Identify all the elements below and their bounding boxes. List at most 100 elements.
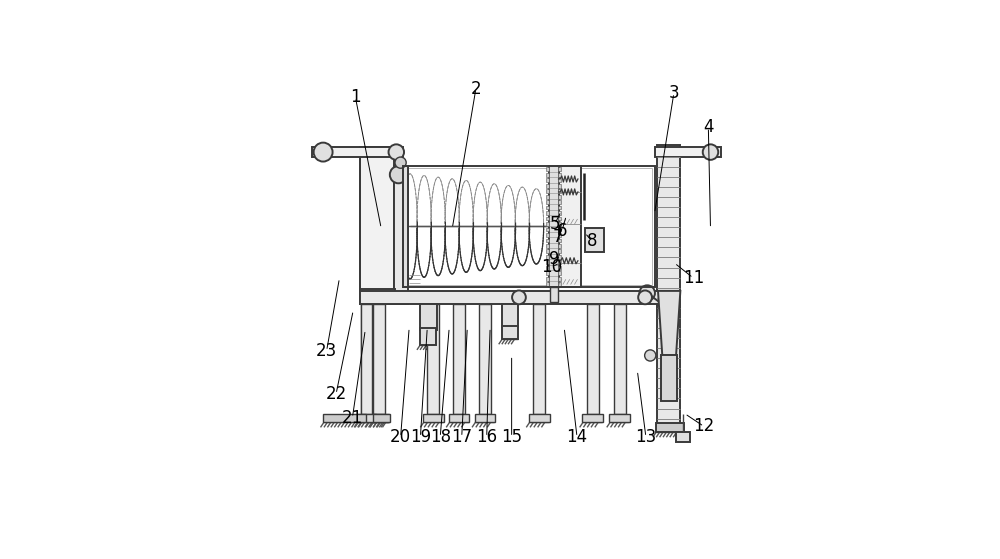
Bar <box>546 178 549 182</box>
Bar <box>546 260 549 264</box>
Bar <box>558 195 561 198</box>
Circle shape <box>314 143 333 162</box>
Bar <box>550 287 558 302</box>
Bar <box>558 239 561 243</box>
Text: 4: 4 <box>703 119 714 136</box>
Bar <box>558 211 561 215</box>
Bar <box>373 414 390 422</box>
Bar <box>360 289 395 304</box>
Bar <box>558 216 561 220</box>
Bar <box>558 184 561 188</box>
Bar <box>661 356 677 401</box>
Text: 16: 16 <box>476 428 497 446</box>
Bar <box>546 184 549 188</box>
Text: 6: 6 <box>557 221 567 240</box>
Bar <box>549 166 559 287</box>
Bar <box>558 244 561 248</box>
Bar <box>323 414 366 422</box>
Bar <box>546 255 549 259</box>
Bar <box>558 200 561 204</box>
Bar <box>582 414 603 422</box>
Bar <box>479 304 491 414</box>
Bar <box>558 233 561 237</box>
Bar <box>546 249 549 253</box>
Text: 19: 19 <box>410 428 431 446</box>
Bar <box>420 328 436 345</box>
Text: 13: 13 <box>635 428 657 446</box>
Bar <box>546 282 549 286</box>
Bar <box>546 211 549 215</box>
Bar <box>546 244 549 248</box>
Bar <box>546 271 549 275</box>
Bar <box>558 255 561 259</box>
Bar <box>546 266 549 270</box>
Bar <box>546 228 549 231</box>
Bar <box>546 216 549 220</box>
Text: 12: 12 <box>693 418 715 435</box>
Bar <box>546 167 549 171</box>
Text: 3: 3 <box>669 84 679 102</box>
Circle shape <box>389 144 404 160</box>
Bar <box>558 271 561 275</box>
Bar <box>546 233 549 237</box>
Bar <box>373 304 385 414</box>
Bar <box>558 249 561 253</box>
Text: 5: 5 <box>549 215 560 233</box>
Bar <box>405 168 652 285</box>
Circle shape <box>645 350 656 361</box>
Bar <box>403 166 408 287</box>
Bar <box>533 304 545 414</box>
Bar <box>423 414 444 422</box>
Bar <box>361 304 371 414</box>
Bar <box>676 432 690 442</box>
Bar <box>546 200 549 204</box>
Circle shape <box>395 157 406 168</box>
Bar <box>360 146 394 304</box>
Bar <box>546 206 549 210</box>
Bar <box>360 146 395 304</box>
Bar <box>420 304 437 330</box>
Bar <box>361 304 372 414</box>
Bar <box>585 229 604 252</box>
Circle shape <box>512 291 526 304</box>
Text: 20: 20 <box>390 428 411 446</box>
Bar <box>394 166 408 304</box>
Text: 15: 15 <box>501 428 522 446</box>
Bar <box>558 166 581 287</box>
Bar <box>449 414 469 422</box>
Bar <box>427 304 439 414</box>
Text: 1: 1 <box>350 88 361 106</box>
Bar <box>453 304 465 414</box>
Text: 8: 8 <box>587 233 597 250</box>
Bar <box>657 145 680 431</box>
Bar <box>609 414 630 422</box>
Text: 14: 14 <box>567 428 588 446</box>
Bar <box>558 167 561 171</box>
Polygon shape <box>658 291 680 356</box>
Text: 7: 7 <box>552 228 563 246</box>
Bar <box>558 228 561 231</box>
Bar <box>655 146 721 158</box>
Text: 17: 17 <box>451 428 472 446</box>
Bar <box>558 277 561 281</box>
Bar <box>558 206 561 210</box>
Text: 2: 2 <box>471 79 481 98</box>
Bar <box>558 173 561 177</box>
Bar <box>656 423 684 432</box>
Bar <box>558 178 561 182</box>
Bar <box>558 266 561 270</box>
Bar <box>368 414 389 422</box>
Text: 10: 10 <box>542 258 563 276</box>
Bar <box>360 291 665 304</box>
Bar <box>558 189 561 193</box>
Bar <box>558 260 561 264</box>
Bar <box>546 277 549 281</box>
Text: 22: 22 <box>325 385 347 403</box>
Bar <box>502 326 518 339</box>
Circle shape <box>703 144 718 160</box>
Bar <box>558 222 561 226</box>
Bar <box>546 173 549 177</box>
Bar <box>558 282 561 286</box>
Text: 9: 9 <box>549 250 559 268</box>
Bar <box>475 414 495 422</box>
